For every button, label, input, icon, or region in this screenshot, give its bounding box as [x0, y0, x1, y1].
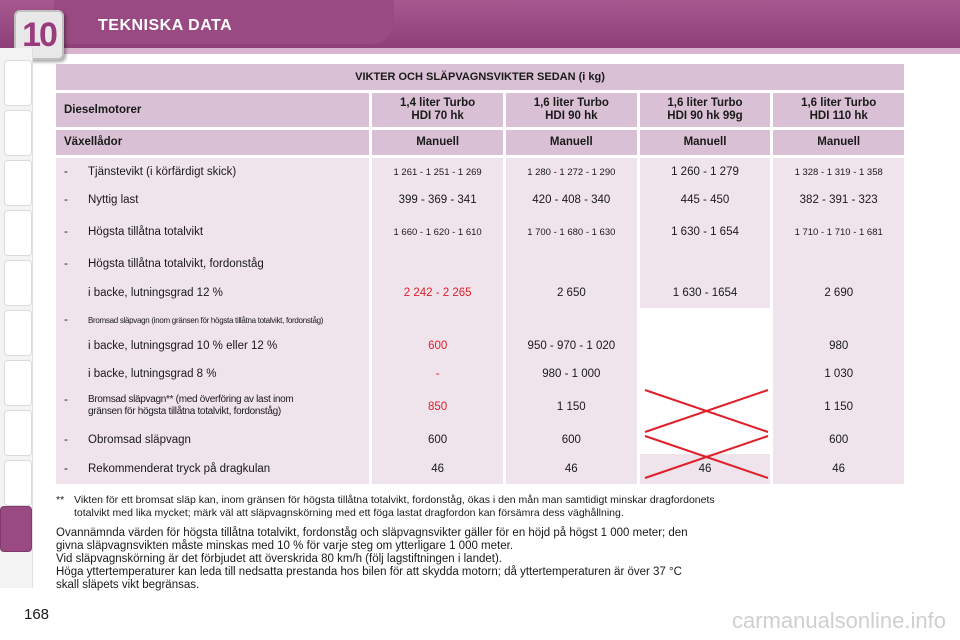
- note-line: skall släpets vikt begränsas.: [56, 579, 200, 591]
- chapter-number-badge: 10: [14, 10, 64, 60]
- table-row: i backe, lutningsgrad 8 % - 980 - 1 000 …: [56, 360, 905, 388]
- table-cell: 46: [773, 454, 905, 484]
- gearbox-value: Manuell: [372, 130, 503, 155]
- table-row: - Nyttig last 399 - 369 - 341 420 - 408 -…: [56, 186, 905, 214]
- chapter-tab[interactable]: [4, 160, 32, 206]
- table-cell: 46: [639, 454, 771, 484]
- table-cell: 1 630 - 1 654: [639, 214, 771, 250]
- table-cell: 1 150: [773, 388, 905, 426]
- table-cell: 600: [372, 332, 503, 360]
- row-label: Nyttig last: [88, 194, 139, 206]
- engine-label: Dieselmotorer: [56, 93, 370, 127]
- chapter-tab[interactable]: [4, 360, 32, 406]
- gearbox-value: Manuell: [773, 130, 905, 155]
- chapter-tab[interactable]: [4, 410, 32, 456]
- chapter-tab[interactable]: [4, 110, 32, 156]
- table-cell-na: [639, 360, 771, 388]
- engine-column-header: 1,6 liter Turbo HDI 90 hk: [505, 93, 637, 127]
- gearbox-label: Växellådor: [56, 130, 370, 155]
- notes-paragraph: Ovannämnda värden för högsta tillåtna to…: [56, 527, 906, 592]
- not-applicable-cross-light: [642, 328, 771, 412]
- table-body: - Tjänstevikt (i körfärdigt skick) 1 261 …: [56, 158, 905, 484]
- table-cell-na: [639, 388, 771, 426]
- engine-column-header: 1,4 liter Turbo HDI 70 hk: [372, 93, 503, 127]
- gearbox-value: Manuell: [505, 130, 637, 155]
- row-label: i backe, lutningsgrad 10 % eller 12 %: [56, 332, 370, 360]
- chapter-tab-rail: [0, 48, 33, 588]
- table-cell-na: [639, 426, 771, 454]
- chapter-tab[interactable]: [4, 310, 32, 356]
- table-cell: 980 - 1 000: [506, 360, 637, 388]
- table-cell: 850: [372, 388, 503, 426]
- row-label: Obromsad släpvagn: [88, 434, 191, 446]
- table-cell: 1 280 - 1 272 - 1 290: [505, 158, 637, 186]
- table-cell: 600: [505, 426, 637, 454]
- table-row: - Obromsad släpvagn 600 600 600: [56, 426, 905, 454]
- table-row: - Bromsad släpvagn** (med överföring av l…: [56, 388, 905, 426]
- engine-column-header: 1,6 liter Turbo HDI 90 hk 99g: [639, 93, 771, 127]
- table-row: i backe, lutningsgrad 12 % 2 242 - 2 265…: [56, 278, 905, 308]
- table-row: i backe, lutningsgrad 10 % eller 12 % 60…: [56, 332, 905, 360]
- table-cell: 1 328 - 1 319 - 1 358: [773, 158, 905, 186]
- table-cell: -: [372, 360, 503, 388]
- table-cell: 1 150: [505, 388, 637, 426]
- footnote: ** Vikten för ett bromsat släp kan, inom …: [56, 494, 715, 519]
- chapter-tab-active[interactable]: [0, 506, 32, 552]
- table-row: - Högsta tillåtna totalvikt 1 660 - 1 620…: [56, 214, 905, 250]
- note-line: Höga yttertemperaturer kan leda till ned…: [56, 566, 682, 578]
- engine-column-header: 1,6 liter Turbo HDI 110 hk: [773, 93, 905, 127]
- table-cell: 445 - 450: [639, 186, 771, 214]
- not-applicable-cross-red: [644, 389, 769, 479]
- row-label: i backe, lutningsgrad 8 %: [56, 360, 370, 388]
- table-cell: 2 690: [773, 278, 905, 308]
- gearbox-value: Manuell: [639, 130, 771, 155]
- table-row: - Bromsad släpvagn (inom gränsen för högs…: [56, 308, 905, 332]
- note-line: givna släpvagnsvikten måste minskas med …: [56, 540, 514, 552]
- row-label: Högsta tillåtna totalvikt, fordonståg: [88, 258, 264, 270]
- chapter-tab[interactable]: [4, 210, 32, 256]
- row-label: Bromsad släpvagn (inom gränsen för högst…: [88, 315, 324, 325]
- table-cell: 1 660 - 1 620 - 1 610: [372, 214, 503, 250]
- table-cell: 1 261 - 1 251 - 1 269: [372, 158, 503, 186]
- row-label: Tjänstevikt (i körfärdigt skick): [88, 166, 237, 178]
- table-cell: 600: [773, 426, 905, 454]
- row-label: Rekommenderat tryck på dragkulan: [88, 463, 271, 475]
- table-row: - Högsta tillåtna totalvikt, fordonståg: [56, 250, 905, 278]
- table-cell: 420 - 408 - 340: [505, 186, 637, 214]
- engine-header-row: Dieselmotorer 1,4 liter Turbo HDI 70 hk 1…: [56, 93, 905, 127]
- weights-table: VIKTER OCH SLÄPVAGNSVIKTER SEDAN (i kg) …: [56, 64, 905, 484]
- table-cell: 382 - 391 - 323: [773, 186, 905, 214]
- table-cell: 600: [372, 426, 503, 454]
- watermark: carmanualsonline.info: [731, 608, 946, 633]
- table-cell: 1 710 - 1 710 - 1 681: [773, 214, 905, 250]
- table-row: - Rekommenderat tryck på dragkulan 46 46 …: [56, 454, 905, 484]
- note-line: Vid släpvagnskörning är det förbjudet at…: [56, 553, 502, 565]
- chapter-tab[interactable]: [4, 260, 32, 306]
- chapter-tab[interactable]: [4, 460, 32, 506]
- header-underline: [0, 48, 960, 54]
- page-number: 168: [24, 606, 50, 623]
- chapter-title: TEKNISKA DATA: [98, 17, 233, 34]
- table-cell: 399 - 369 - 341: [372, 186, 503, 214]
- table-cell: 950 - 970 - 1 020: [506, 332, 637, 360]
- row-label: Högsta tillåtna totalvikt: [88, 226, 204, 238]
- table-cell: 2 650: [506, 278, 637, 308]
- table-cell: 1 260 - 1 279: [639, 158, 771, 186]
- table-cell: 46: [372, 454, 503, 484]
- table-cell: 980: [773, 332, 905, 360]
- header-tab: [54, 0, 394, 44]
- table-row: - Tjänstevikt (i körfärdigt skick) 1 261 …: [56, 158, 905, 186]
- table-cell: 46: [505, 454, 637, 484]
- gearbox-header-row: Växellådor Manuell Manuell Manuell Manue…: [56, 130, 905, 155]
- table-cell: 2 242 - 2 265: [372, 278, 503, 308]
- footnote-marker: **: [56, 494, 65, 506]
- table-cell: 1 700 - 1 680 - 1 630: [505, 214, 637, 250]
- table-title: VIKTER OCH SLÄPVAGNSVIKTER SEDAN (i kg): [56, 64, 904, 90]
- table-cell: 1 030: [773, 360, 905, 388]
- chapter-tab[interactable]: [4, 60, 32, 106]
- note-line: Ovannämnda värden för högsta tillåtna to…: [56, 527, 688, 539]
- row-label: i backe, lutningsgrad 12 %: [56, 278, 370, 308]
- table-cell: 1 630 - 1654: [639, 278, 771, 308]
- row-label: Bromsad släpvagn** (med överföring av la…: [88, 394, 294, 417]
